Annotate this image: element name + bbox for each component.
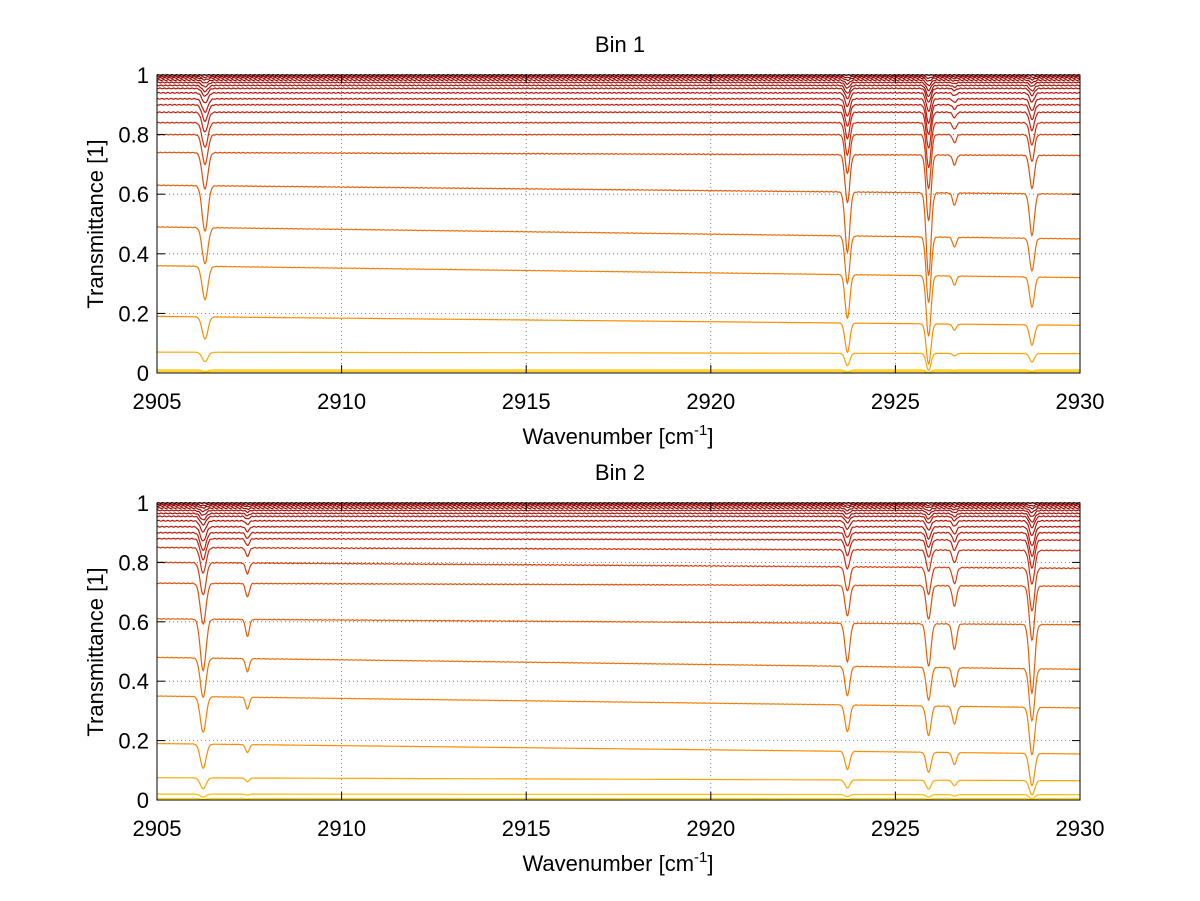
y-tick-label: 0.6 [118,610,149,635]
series-line [157,793,1080,800]
series-line [156,75,1080,79]
grid-lines [157,75,1080,373]
y-tick-label: 0.4 [118,669,149,694]
series-line [157,797,1080,801]
x-axis-label-end: ] [707,851,713,876]
series-line [157,777,1080,796]
axis-ticks: 2905 2910 2915 2920 2925 2930 0 0.2 0.4 0.6 0.8 1 [118,491,1104,841]
series-line [157,525,1081,547]
series-line [156,519,1081,537]
x-tick-label: 2910 [317,389,366,414]
series-group [156,73,1081,374]
x-axis-label-end: ] [707,424,713,449]
plot-frame [156,502,1081,801]
series-line [156,351,1080,371]
y-tick-label: 0.8 [118,550,149,575]
series-line [156,87,1081,103]
series-group [156,501,1081,801]
series-line [156,78,1081,87]
series-line [157,537,1081,570]
series-line [156,617,1080,695]
x-tick-label: 2915 [502,816,551,841]
series-line [157,370,1080,374]
x-tick-label: 2925 [871,389,920,414]
grid-lines [157,503,1080,800]
series-line [157,369,1080,374]
series-line [156,503,1080,507]
y-tick-label: 0.8 [118,123,149,148]
x-axis-label-superscript: -1 [694,849,707,866]
series-line [156,226,1081,304]
x-axis-label-main: Wavenumber [cm [522,424,694,449]
x-tick-label: 2930 [1056,389,1105,414]
x-tick-label: 2925 [871,816,920,841]
series-line [156,81,1081,92]
series-line [156,506,1081,514]
y-axis-label: Transmittance [1] [83,139,108,308]
series-line [156,315,1080,365]
y-tick-label: 0.2 [118,301,149,326]
series-line [156,91,1081,113]
series-line [156,151,1081,222]
series-line [156,582,1081,642]
series-line [156,84,1081,98]
x-tick-label: 2915 [502,389,551,414]
series-line [156,133,1081,190]
y-axis-label: Transmittance [1] [83,567,108,736]
series-line [156,531,1081,558]
series-line [156,515,1081,529]
chart-panel-bin-2: Bin 2 2905 2910 2915 2920 2925 2930 0 0.2 0.4 0.6… [83,460,1104,876]
series-line [156,656,1081,723]
series-line [156,121,1081,168]
x-tick-label: 2920 [686,389,735,414]
x-axis-label: Wavenumber [cm-1] [522,849,713,876]
y-tick-label: 0.6 [118,182,149,207]
y-tick-label: 0.4 [118,242,149,267]
series-line [156,742,1081,787]
x-axis-label: Wavenumber [cm-1] [522,422,713,449]
series-line [156,512,1081,523]
plot-frame [156,74,1081,374]
y-tick-label: 1 [137,63,149,88]
x-axis-label-main: Wavenumber [cm [522,851,694,876]
series-line [156,509,1081,518]
x-tick-label: 2930 [1056,816,1105,841]
x-tick-label: 2905 [133,816,182,841]
y-tick-label: 1 [137,491,149,516]
y-tick-label: 0 [137,788,149,813]
series-line [156,546,1081,586]
x-tick-label: 2905 [133,389,182,414]
series-line [156,504,1081,510]
series-line [156,184,1080,277]
series-line [156,76,1081,82]
chart-title: Bin 1 [595,32,645,57]
x-tick-label: 2920 [686,816,735,841]
series-line [157,97,1081,125]
y-tick-label: 0.2 [118,729,149,754]
series-line [156,103,1081,136]
series-line [156,695,1081,756]
chart-panel-bin-1: Bin 1 2905 2910 2915 2920 2925 2930 0 0.2 0.4 0.6… [83,32,1104,449]
series-line [156,561,1081,612]
axis-ticks: 2905 2910 2915 2920 2925 2930 0 0.2 0.4 0.6 0.8 1 [118,63,1104,414]
x-tick-label: 2910 [317,816,366,841]
x-axis-label-superscript: -1 [694,422,707,439]
y-tick-label: 0 [137,361,149,386]
series-line [157,111,1081,149]
chart-title: Bin 2 [595,460,645,485]
series-line [156,265,1080,338]
